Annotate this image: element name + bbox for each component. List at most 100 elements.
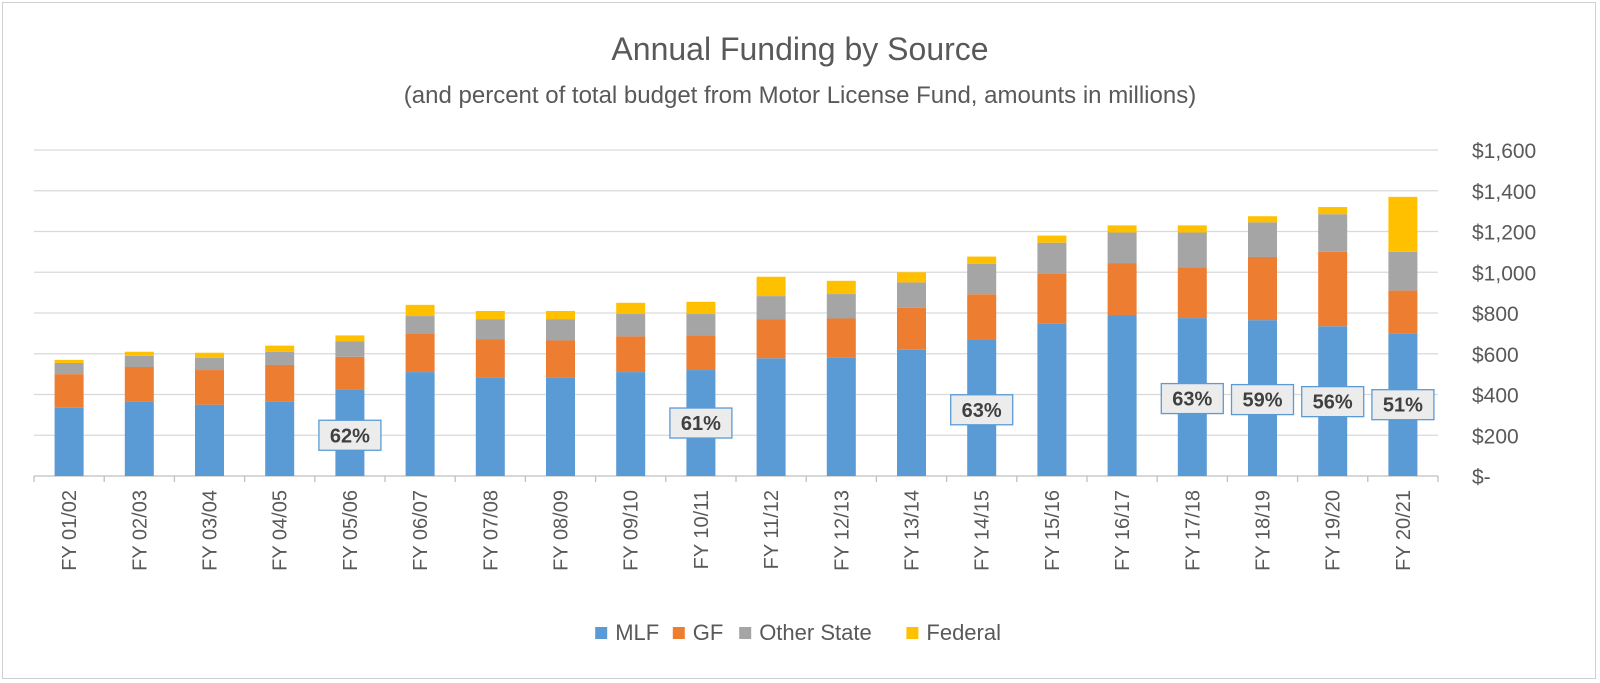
bar-federal (616, 302, 646, 315)
bar-federal (1037, 235, 1067, 243)
bar-federal (405, 304, 435, 317)
bar-mlf (475, 377, 505, 476)
bar-mlf (124, 401, 154, 476)
legend-item: Federal (906, 620, 1001, 645)
bar-federal (1388, 196, 1418, 252)
y-tick-label: $1,000 (1472, 262, 1536, 285)
legend-label: Federal (926, 620, 1001, 645)
bar-federal (756, 276, 786, 297)
bar-gf (1388, 290, 1418, 334)
percent-label-box (950, 394, 1014, 426)
bar-gf (265, 364, 295, 402)
bar-federal (265, 345, 295, 352)
bar-mlf (756, 358, 786, 476)
y-tick-label: $400 (1472, 385, 1519, 408)
bar-gf (124, 366, 154, 402)
legend-item: GF (672, 620, 723, 645)
gridlines (34, 149, 1438, 477)
bar-other-state (1248, 222, 1277, 257)
bar-gf (195, 370, 224, 405)
legend: MLF GF Other State Federal (595, 620, 1001, 645)
bar-gf (1248, 256, 1277, 321)
legend-swatch (906, 627, 919, 639)
x-tick-label: FY 06/07 (410, 490, 432, 571)
chart-title: Annual Funding by Source (611, 31, 988, 67)
x-axis: FY 01/02 FY 02/03 FY 03/04 FY 04/05 FY 05/06… (33, 476, 1439, 571)
x-tick-label: FY 04/05 (270, 490, 292, 571)
bar-gf (335, 356, 365, 390)
bar-other-state (1037, 242, 1067, 274)
bar-federal (686, 301, 716, 315)
x-tick-label: FY 19/20 (1323, 490, 1345, 571)
bar-federal (1318, 207, 1348, 215)
percent-label-box (1301, 385, 1365, 418)
x-tick-label: FY 10/11 (691, 490, 713, 569)
bar-other-state (1318, 214, 1348, 252)
legend-swatch (672, 627, 685, 639)
percent-label-box (318, 419, 382, 451)
bar-federal (335, 335, 365, 342)
bar-mlf (265, 401, 295, 476)
x-tick-label: FY 17/18 (1182, 490, 1204, 571)
bar-other-state (686, 314, 716, 336)
bar-federal (1107, 225, 1137, 233)
bar-gf (54, 374, 84, 408)
bar-other-state (756, 296, 786, 320)
y-tick-label: $600 (1472, 344, 1519, 367)
bar-gf (1107, 263, 1137, 316)
bar-other-state (826, 294, 856, 319)
x-tick-label: FY 18/19 (1253, 490, 1275, 571)
bar-mlf (1107, 315, 1137, 476)
percent-label: 63% (1172, 389, 1212, 411)
bar-federal (54, 359, 84, 363)
bar-federal (826, 280, 856, 295)
bar-other-state (265, 351, 295, 365)
legend-item: Other State (739, 620, 872, 645)
bar-other-state (1177, 232, 1207, 268)
bar-federal (546, 310, 575, 320)
bar-other-state (967, 263, 997, 295)
percent-label: 51% (1383, 395, 1423, 417)
x-tick-label: FY 01/02 (59, 490, 81, 571)
bar-other-state (405, 316, 435, 334)
x-tick-label: FY 07/08 (480, 490, 502, 571)
y-tick-label: $1,200 (1472, 222, 1536, 245)
bar-other-state (546, 319, 575, 341)
bar-other-state (54, 362, 84, 375)
bar-other-state (475, 319, 505, 340)
bar-gf (1318, 251, 1348, 327)
bar-gf (897, 307, 926, 350)
x-tick-label: FY 02/03 (129, 490, 151, 571)
bar-mlf (195, 404, 224, 476)
bar-mlf (897, 349, 926, 476)
percent-label-box (1371, 389, 1435, 421)
bar-mlf (1037, 323, 1067, 476)
x-tick-label: FY 12/13 (831, 490, 853, 571)
bar-federal (124, 351, 154, 356)
bar-federal (1248, 216, 1277, 223)
percent-label: 63% (962, 400, 1002, 422)
percent-label: 62% (330, 425, 370, 447)
y-tick-label: $200 (1472, 425, 1519, 448)
bar-other-state (897, 282, 926, 308)
x-tick-label: FY 13/14 (902, 490, 924, 571)
chart-subtitle: (and percent of total budget from Motor … (404, 82, 1196, 109)
bar-gf (967, 294, 997, 340)
bar-mlf (616, 372, 646, 476)
x-tick-label: FY 05/06 (340, 490, 362, 571)
x-tick-label: FY 09/10 (621, 490, 643, 571)
bar-mlf (405, 372, 435, 476)
bar-gf (616, 336, 646, 373)
bar-mlf (826, 357, 856, 476)
y-tick-label: $800 (1472, 303, 1519, 326)
bar-other-state (1107, 232, 1137, 264)
x-tick-label: FY 20/21 (1393, 490, 1415, 571)
bar-mlf (546, 377, 575, 476)
bar-federal (475, 310, 505, 320)
percent-labels: 62% 61% 63% 63% 59% 56% 51% (318, 382, 1435, 451)
x-tick-label: FY 16/17 (1112, 490, 1134, 571)
percent-label: 59% (1242, 390, 1282, 412)
percent-label-box (1230, 383, 1295, 416)
bar-gf (826, 318, 856, 358)
